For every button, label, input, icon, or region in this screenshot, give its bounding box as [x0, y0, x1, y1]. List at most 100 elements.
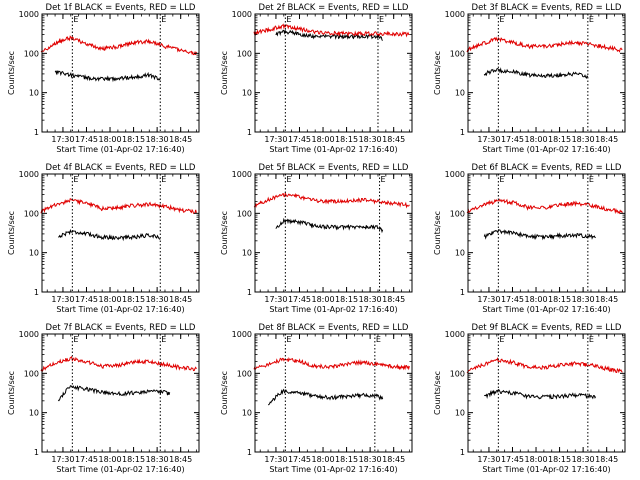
y-axis-label: Counts/sec	[433, 371, 442, 415]
y-tick-label: 100	[24, 209, 39, 218]
x-tick-label: 18:30	[572, 295, 595, 304]
event-marker-label: E	[73, 15, 78, 24]
lld-series-line	[466, 36, 623, 53]
y-tick-label: 1000	[19, 330, 39, 339]
y-axis-label: Counts/sec	[7, 371, 16, 415]
y-tick-label: 1	[247, 288, 252, 297]
chart-panel-3: Det 3f BLACK = Events, RED = LLD E E 1 10 100…	[433, 3, 626, 154]
events-series-line	[54, 70, 161, 83]
event-marker-label: E	[161, 335, 166, 344]
events-series-line	[484, 389, 597, 400]
x-tick-label: 18:15	[548, 295, 571, 304]
y-tick-label: 1	[247, 128, 252, 137]
events-series-line	[275, 29, 383, 41]
event-marker-label: E	[589, 15, 594, 24]
plot-frame	[254, 333, 413, 453]
y-tick-label: 100	[450, 209, 465, 218]
x-tick-label: 18:00	[99, 295, 122, 304]
chart-title: Det 8f BLACK = Events, RED = LLD	[259, 323, 409, 333]
plot-frame	[254, 13, 413, 133]
event-marker-label: E	[376, 335, 381, 344]
y-axis-label: Counts/sec	[433, 51, 442, 95]
y-tick-label: 1	[460, 288, 465, 297]
x-tick-label: 17:45	[501, 455, 524, 464]
x-tick-label: 17:30	[477, 295, 500, 304]
x-tick-label: 18:30	[359, 295, 382, 304]
event-marker-label: E	[381, 175, 386, 184]
x-tick-label: 18:30	[359, 135, 382, 144]
y-tick-label: 1000	[232, 10, 252, 19]
y-tick-label: 100	[237, 369, 252, 378]
plot-frame	[41, 333, 200, 453]
plot-frame	[467, 13, 626, 133]
chart-panel-1: Det 1f BLACK = Events, RED = LLD E E 1 10 100…	[7, 3, 200, 154]
x-axis-label: Start Time (01-Apr-02 17:16:40)	[269, 465, 397, 474]
y-tick-label: 10	[242, 89, 252, 98]
event-marker-label: E	[286, 175, 291, 184]
lld-series-line	[40, 355, 197, 373]
x-tick-label: 18:45	[169, 455, 192, 464]
x-tick-label: 18:00	[312, 455, 335, 464]
y-axis-label: Counts/sec	[220, 211, 229, 255]
x-tick-label: 18:15	[335, 295, 358, 304]
x-tick-label: 18:00	[312, 295, 335, 304]
event-marker-label: E	[161, 15, 166, 24]
y-tick-label: 100	[450, 49, 465, 58]
chart-title: Det 2f BLACK = Events, RED = LLD	[259, 3, 409, 13]
x-tick-label: 18:45	[169, 295, 192, 304]
x-axis-label: Start Time (01-Apr-02 17:16:40)	[482, 465, 610, 474]
x-tick-label: 17:30	[477, 135, 500, 144]
chart-title: Det 9f BLACK = Events, RED = LLD	[472, 323, 622, 333]
y-tick-label: 10	[242, 249, 252, 258]
chart-panel-9: Det 9f BLACK = Events, RED = LLD E E 1 10 100…	[433, 323, 626, 474]
y-tick-label: 1000	[19, 170, 39, 179]
x-tick-label: 17:30	[477, 455, 500, 464]
x-tick-label: 18:00	[525, 135, 548, 144]
event-marker-label: E	[589, 335, 594, 344]
y-axis-label: Counts/sec	[7, 211, 16, 255]
y-tick-label: 1000	[445, 330, 465, 339]
lld-series-line	[466, 357, 623, 374]
x-tick-label: 18:30	[146, 135, 169, 144]
x-tick-label: 18:15	[122, 135, 145, 144]
chart-panel-4: Det 4f BLACK = Events, RED = LLD E E 1 10 100…	[7, 163, 200, 314]
x-axis-label: Start Time (01-Apr-02 17:16:40)	[269, 305, 397, 314]
event-marker-label: E	[73, 175, 78, 184]
x-tick-label: 17:45	[75, 455, 98, 464]
x-axis-label: Start Time (01-Apr-02 17:16:40)	[482, 145, 610, 154]
x-tick-label: 18:00	[525, 295, 548, 304]
event-marker-label: E	[379, 15, 384, 24]
x-tick-label: 18:45	[595, 295, 618, 304]
chart-title: Det 5f BLACK = Events, RED = LLD	[259, 163, 409, 173]
x-tick-label: 17:45	[288, 455, 311, 464]
y-tick-label: 100	[24, 49, 39, 58]
x-tick-label: 18:00	[99, 455, 122, 464]
y-tick-label: 10	[29, 249, 39, 258]
x-tick-label: 18:00	[99, 135, 122, 144]
chart-panel-6: Det 6f BLACK = Events, RED = LLD E E 1 10 100…	[433, 163, 626, 314]
chart-title: Det 1f BLACK = Events, RED = LLD	[46, 3, 196, 13]
lld-series-line	[40, 198, 197, 214]
plot-frame	[467, 173, 626, 293]
chart-title: Det 6f BLACK = Events, RED = LLD	[472, 163, 622, 173]
x-tick-label: 18:15	[122, 455, 145, 464]
chart-panel-8: Det 8f BLACK = Events, RED = LLD E E 1 10 100…	[220, 323, 413, 474]
y-tick-label: 1	[247, 448, 252, 457]
y-tick-label: 1	[34, 288, 39, 297]
events-series-line	[268, 388, 384, 406]
x-tick-label: 18:15	[548, 455, 571, 464]
y-tick-label: 100	[237, 49, 252, 58]
y-tick-label: 100	[450, 369, 465, 378]
y-tick-label: 10	[455, 249, 465, 258]
lld-series-line	[253, 357, 410, 371]
plot-frame	[467, 333, 626, 453]
x-tick-label: 17:45	[75, 295, 98, 304]
event-marker-label: E	[286, 15, 291, 24]
x-tick-label: 18:00	[312, 135, 335, 144]
lld-series-line	[466, 198, 623, 215]
x-tick-label: 17:45	[501, 135, 524, 144]
x-tick-label: 18:45	[595, 135, 618, 144]
y-tick-label: 100	[24, 369, 39, 378]
x-tick-label: 17:45	[288, 135, 311, 144]
